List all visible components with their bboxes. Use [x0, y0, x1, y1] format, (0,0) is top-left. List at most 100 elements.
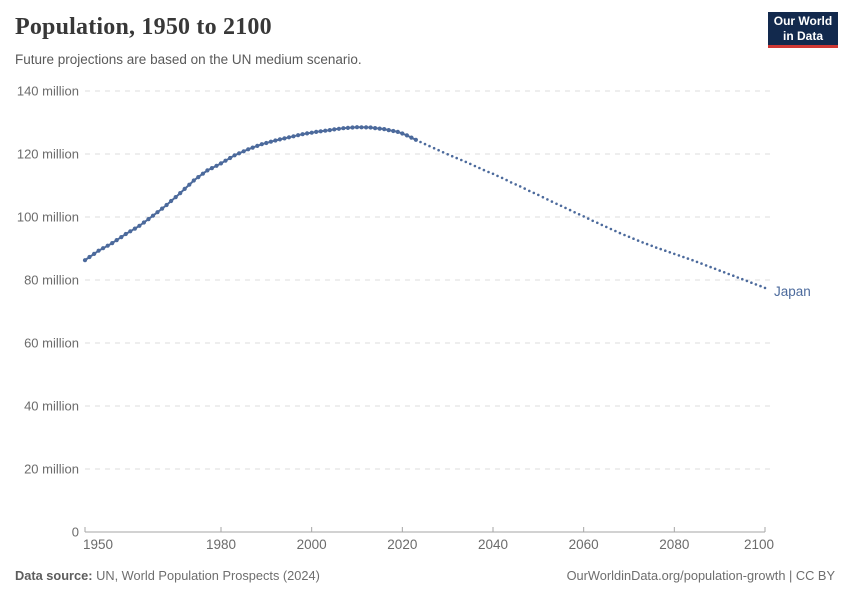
series-marker: [404, 133, 409, 138]
projection-dot: [659, 247, 662, 251]
projection-dot: [518, 185, 522, 188]
series-marker: [114, 238, 119, 243]
projection-dot: [441, 151, 445, 154]
series-marker: [246, 147, 251, 152]
projection-dot: [555, 202, 558, 206]
series-marker: [182, 186, 187, 191]
series-marker: [141, 220, 146, 225]
series-marker: [128, 229, 133, 234]
projection-dot: [664, 249, 667, 252]
series-marker: [169, 198, 174, 204]
y-tick-label: 120 million: [17, 147, 79, 162]
series-marker: [314, 129, 319, 134]
projection-dot: [682, 255, 685, 259]
projection-dot: [482, 168, 486, 172]
projection-dot: [759, 284, 762, 288]
owid-logo-line2: in Data: [782, 28, 823, 43]
y-tick-label: 0: [72, 525, 79, 540]
series-marker: [123, 231, 128, 237]
series-marker: [373, 126, 378, 131]
projection-dot: [609, 227, 613, 231]
license-text: | CC BY: [785, 568, 835, 583]
projection-dot: [573, 211, 576, 214]
projection-dot: [623, 233, 626, 237]
projection-dot: [537, 193, 540, 197]
series-marker: [241, 149, 246, 154]
projection-dot: [745, 279, 749, 283]
y-tick-label: 40 million: [24, 399, 79, 414]
projection-dot: [695, 260, 699, 264]
y-tick-label: 80 million: [24, 273, 79, 288]
series-marker: [196, 175, 201, 180]
projection-dot: [532, 191, 536, 195]
series-marker: [187, 182, 192, 187]
x-tick-label: 2060: [569, 537, 599, 552]
chart-footer: Data source: UN, World Population Prospe…: [15, 568, 835, 583]
x-tick-label: 2100: [744, 537, 774, 552]
series-marker: [413, 137, 418, 142]
projection-dot: [473, 164, 477, 168]
projection-dot: [437, 148, 440, 152]
projection-dot: [709, 265, 712, 269]
series-marker: [119, 235, 124, 240]
series-marker: [332, 127, 337, 132]
owid-logo[interactable]: Our World in Data: [768, 12, 838, 48]
y-tick-label: 100 million: [17, 210, 79, 225]
series-label-japan[interactable]: Japan: [774, 284, 811, 299]
projection-dot: [722, 271, 726, 274]
projection-dot: [736, 276, 740, 279]
series-marker: [218, 161, 224, 166]
series-marker: [132, 226, 137, 231]
projection-dot: [505, 178, 508, 182]
projection-dot: [754, 283, 758, 286]
series-marker: [200, 171, 205, 176]
projection-dot: [582, 215, 585, 218]
data-source: Data source: UN, World Population Prospe…: [15, 568, 320, 583]
series-marker: [377, 126, 382, 131]
series-marker: [368, 125, 373, 130]
series-marker: [82, 258, 88, 263]
series-marker: [359, 125, 364, 130]
canonical-url-link[interactable]: OurWorldinData.org/population-growth: [566, 568, 786, 583]
projection-dot: [763, 286, 767, 290]
series-marker: [354, 125, 360, 130]
owid-logo-line1: Our World: [773, 14, 833, 29]
series-marker: [110, 241, 115, 246]
projection-dot: [514, 183, 517, 186]
projection-dot: [727, 272, 730, 276]
projection-dot: [419, 140, 422, 144]
series-marker: [214, 163, 219, 168]
series-marker: [150, 213, 156, 218]
projection-dot: [478, 166, 481, 170]
x-tick-label: 1980: [206, 537, 236, 552]
population-line-chart[interactable]: 0 20 million 40 million 60 million 80 millio…: [0, 0, 850, 560]
series-marker: [96, 248, 101, 253]
projection-dot: [500, 176, 504, 180]
x-tick-label: 2080: [659, 537, 689, 552]
series-marker: [209, 166, 214, 171]
series-marker: [173, 195, 178, 200]
y-tick-label: 20 million: [24, 462, 79, 477]
projection-dot: [732, 274, 735, 278]
projection-dot: [650, 244, 653, 248]
projection-dot: [641, 241, 644, 244]
projection-dot: [460, 158, 463, 162]
series-marker: [277, 137, 282, 142]
chart-subtitle: Future projections are based on the UN m…: [15, 52, 362, 67]
series-marker: [268, 139, 273, 144]
projection-dot: [469, 162, 472, 166]
projection-dot: [668, 251, 672, 254]
series-marker: [191, 178, 196, 183]
projection-series: [419, 140, 767, 290]
projection-dot: [600, 223, 604, 227]
projection-dot: [605, 225, 608, 229]
projection-dot: [559, 204, 563, 208]
series-marker: [164, 202, 169, 208]
series-marker: [264, 140, 269, 146]
series-marker: [105, 243, 110, 248]
projection-dot: [614, 229, 617, 233]
projection-dot: [654, 246, 658, 249]
projection-dot: [446, 153, 450, 156]
projection-dot: [691, 258, 694, 262]
projection-dot: [586, 217, 590, 220]
